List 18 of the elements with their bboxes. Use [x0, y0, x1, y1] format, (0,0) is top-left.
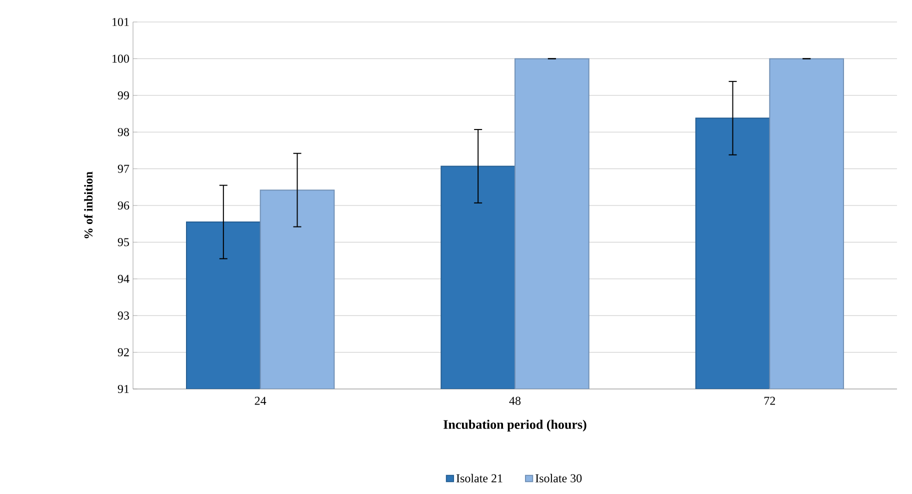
legend-label: Isolate 21 — [456, 474, 502, 482]
y-tick-label: 97 — [118, 164, 130, 173]
y-tick-label: 98 — [118, 128, 130, 136]
y-tick-label: 92 — [118, 348, 129, 356]
legend-label: Isolate 30 — [536, 474, 582, 482]
x-tick-label: 24 — [254, 396, 266, 405]
y-tick-label: 96 — [118, 201, 130, 210]
y-tick-label: 95 — [118, 238, 130, 246]
x-tick-label: 72 — [764, 396, 775, 405]
y-tick-label: 93 — [118, 312, 130, 320]
y-tick-label: 101 — [112, 18, 129, 26]
x-tick-label: 48 — [509, 396, 521, 405]
y-tick-label: 100 — [112, 54, 130, 63]
y-tick-label: 99 — [118, 91, 129, 100]
x-axis-title: Incubation period (hours) — [444, 420, 586, 432]
y-tick-label: 91 — [118, 384, 129, 394]
y-axis-title: % of inbition — [84, 172, 93, 238]
y-tick-label: 94 — [118, 274, 130, 283]
